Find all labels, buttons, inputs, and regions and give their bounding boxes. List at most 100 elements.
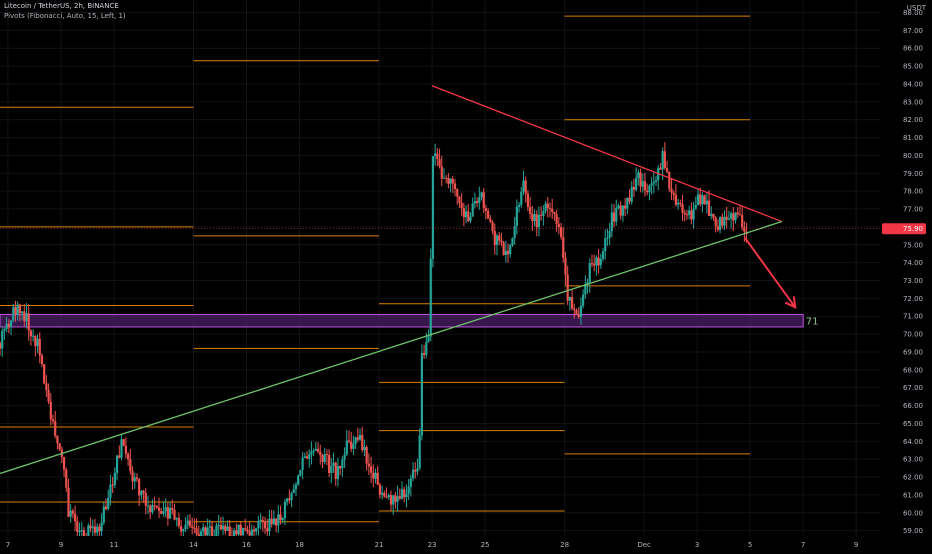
candle-body: [151, 505, 154, 513]
candle-body: [517, 204, 521, 207]
candle-body: [411, 469, 415, 479]
candle-body: [710, 213, 713, 217]
candle-body: [277, 514, 280, 526]
candle-body: [403, 489, 406, 498]
y-tick-label: 61.00: [903, 491, 923, 499]
candle-body: [290, 492, 293, 501]
projection-arrow-shaft[interactable]: [744, 237, 796, 308]
currency-label: USDT: [907, 4, 927, 12]
candle-body: [491, 221, 494, 231]
candle-body: [96, 526, 99, 533]
candle-body: [74, 513, 77, 522]
x-tick-label: Dec: [637, 541, 651, 549]
candle-body: [570, 296, 574, 309]
candle-body: [504, 250, 507, 256]
candle-body: [208, 526, 211, 528]
candle-body: [162, 511, 165, 514]
candle-body: [257, 521, 260, 529]
trendline-upper-resistance[interactable]: [431, 85, 783, 223]
candle-body: [122, 439, 125, 446]
candle-body: [564, 257, 567, 275]
candle-body: [409, 478, 412, 487]
candle-body: [345, 440, 348, 455]
candle-body: [493, 230, 496, 245]
candle-body: [36, 338, 39, 347]
candle-body: [467, 211, 470, 222]
candle-body: [111, 484, 114, 486]
candle-body: [336, 466, 340, 479]
y-tick-label: 74.00: [903, 259, 923, 267]
candle-body: [429, 258, 432, 337]
candle-body: [509, 245, 512, 255]
candle-body: [118, 455, 121, 458]
trendline-lower-support[interactable]: [0, 220, 783, 475]
candle-body: [677, 202, 680, 205]
candle-body: [352, 443, 355, 449]
candle-body: [407, 486, 410, 494]
x-tick-label: 16: [242, 541, 251, 549]
y-tick-label: 88.00: [903, 9, 923, 17]
candle-body: [25, 313, 28, 322]
candle-body: [502, 242, 505, 256]
candle-body: [171, 508, 174, 510]
candle-body: [358, 435, 362, 440]
candle-body: [180, 526, 183, 532]
candle-body: [297, 475, 300, 485]
candle-body: [32, 335, 35, 337]
x-tick-label: 28: [560, 541, 569, 549]
candle-body: [632, 187, 636, 190]
candle-body: [619, 205, 622, 216]
y-tick-label: 67.00: [903, 384, 923, 392]
candle-body: [305, 456, 309, 459]
candle-body: [453, 183, 457, 190]
candle-body: [182, 529, 185, 532]
candle-body: [127, 453, 130, 460]
candle-body: [330, 466, 333, 473]
candle-body: [524, 180, 527, 194]
candle-body: [414, 469, 417, 472]
support-zone[interactable]: [0, 313, 804, 328]
candle-body: [82, 530, 86, 536]
candle-body: [478, 197, 481, 203]
y-tick-label: 87.00: [903, 27, 923, 35]
candle-body: [679, 202, 682, 204]
candle-body: [221, 525, 225, 530]
candle-body: [646, 190, 649, 193]
candle-body: [741, 215, 744, 228]
candle-body: [124, 445, 128, 454]
candle-body: [241, 528, 245, 536]
candle-body: [325, 454, 329, 456]
y-tick-label: 82.00: [903, 116, 923, 124]
candle-body: [281, 517, 284, 521]
candle-body: [665, 168, 669, 172]
candle-body: [730, 213, 733, 219]
y-tick-label: 84.00: [903, 80, 923, 88]
candle-body: [672, 192, 675, 195]
candle-body: [34, 335, 37, 347]
current-price-badge: [882, 223, 926, 235]
candle-body: [244, 528, 247, 530]
candle-body: [367, 463, 370, 467]
candle-body: [438, 159, 441, 167]
candle-body: [394, 495, 397, 502]
candle-body: [555, 214, 558, 225]
x-tick-label: 18: [295, 541, 304, 549]
candle-body: [462, 208, 465, 218]
candle-body: [100, 522, 103, 532]
candle-body: [597, 257, 600, 266]
candle-body: [692, 208, 695, 220]
candle-body: [175, 518, 178, 520]
candle-body: [275, 518, 278, 526]
candle-body: [155, 505, 158, 508]
candle-body: [451, 178, 454, 184]
candle-body: [579, 305, 583, 317]
candle-body: [511, 238, 514, 246]
candle-body: [129, 459, 132, 472]
indicator-legend[interactable]: Pivots (Fibonacci, Auto, 15, Left, 1): [4, 12, 126, 20]
pivot-levels: [0, 15, 751, 523]
candle-body: [418, 435, 421, 469]
candle-body: [723, 216, 726, 226]
candle-body: [153, 505, 156, 507]
